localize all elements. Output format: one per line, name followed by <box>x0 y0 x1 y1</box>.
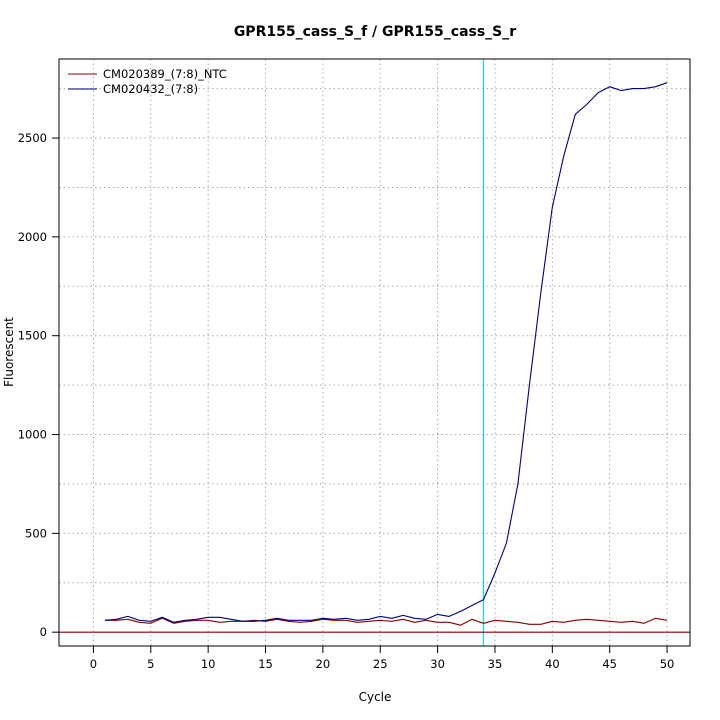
y-tick-label: 500 <box>25 526 47 540</box>
x-tick-label: 35 <box>488 657 503 671</box>
y-axis: 0 500 1000 1500 2000 2500 <box>18 131 60 639</box>
series-line-1 <box>104 617 668 626</box>
y-tick-label: 2000 <box>18 230 47 244</box>
x-tick-label: 45 <box>602 657 617 671</box>
series-layer <box>104 82 668 626</box>
x-tick-label: 40 <box>545 657 560 671</box>
x-tick-label: 5 <box>147 657 154 671</box>
series-line-2 <box>104 82 668 623</box>
y-tick-label: 1000 <box>18 428 47 442</box>
x-axis-label: Cycle <box>359 690 392 704</box>
y-tick-label: 1500 <box>18 329 47 343</box>
x-tick-label: 20 <box>316 657 331 671</box>
threshold-layer <box>59 59 690 646</box>
x-tick-label: 15 <box>258 657 273 671</box>
legend-label: CM020389_(7:8)_NTC <box>103 67 227 81</box>
x-tick-label: 50 <box>660 657 675 671</box>
y-axis-label: Fluorescent <box>2 317 16 387</box>
y-tick-label: 0 <box>40 625 47 639</box>
grid <box>59 59 690 646</box>
x-tick-label: 0 <box>90 657 97 671</box>
x-axis: 0 5 10 15 20 25 30 35 40 45 50 <box>90 645 675 671</box>
y-tick-label: 2500 <box>18 131 47 145</box>
legend-label: CM020432_(7:8) <box>103 82 198 96</box>
x-tick-label: 30 <box>430 657 445 671</box>
x-tick-label: 10 <box>201 657 216 671</box>
chart-title: GPR155_cass_S_f / GPR155_cass_S_r <box>234 24 516 40</box>
x-tick-label: 25 <box>373 657 388 671</box>
